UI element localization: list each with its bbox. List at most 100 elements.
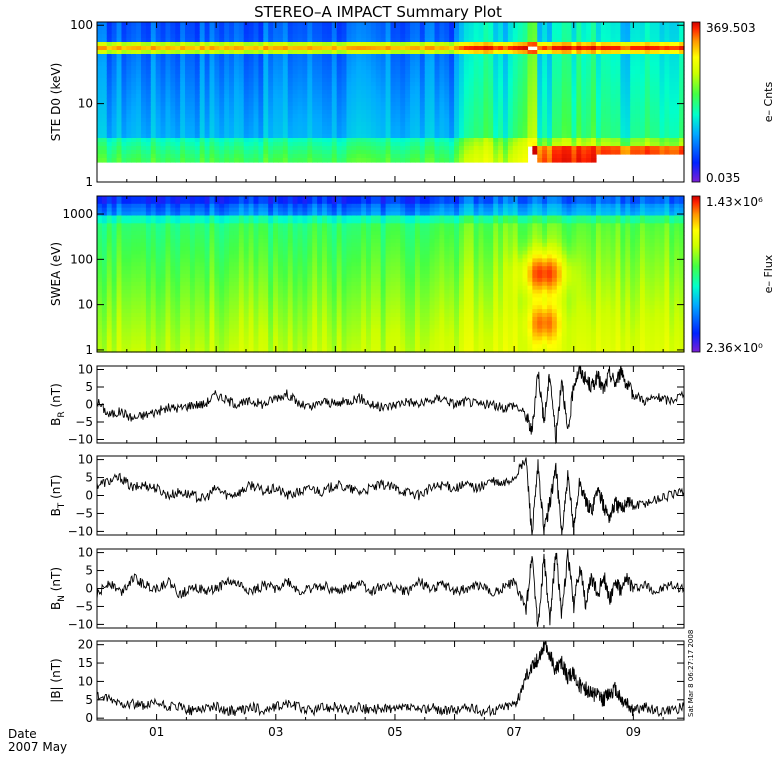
heatmap-cell: [439, 142, 445, 147]
heatmap-cell: [141, 26, 147, 31]
heatmap-cell: [507, 70, 514, 75]
heatmap-cell: [375, 126, 382, 131]
heatmap-cell: [639, 42, 646, 47]
heatmap-cell: [468, 34, 475, 39]
heatmap-cell: [400, 126, 406, 131]
heatmap-cell: [219, 30, 225, 35]
heatmap-cell: [537, 110, 543, 115]
heatmap-cell: [595, 90, 602, 95]
heatmap-cell: [116, 78, 123, 83]
heatmap-cell: [189, 211, 196, 217]
heatmap-cell: [410, 102, 416, 107]
heatmap-cell: [483, 158, 489, 163]
heatmap-cell: [170, 46, 176, 51]
heatmap-cell: [106, 336, 113, 341]
heatmap-cell: [444, 146, 450, 151]
heatmap-cell: [419, 78, 426, 83]
heatmap-cell: [268, 154, 274, 159]
heatmap-cell: [410, 62, 416, 67]
heatmap-cell: [126, 336, 132, 341]
heatmap-cell: [669, 46, 675, 51]
heatmap-cell: [414, 126, 421, 131]
heatmap-cell: [238, 22, 245, 27]
heatmap-cell: [302, 158, 308, 163]
heatmap-cell: [258, 34, 264, 39]
heatmap-cell: [649, 82, 656, 87]
heatmap-cell: [434, 114, 441, 119]
heatmap-cell: [674, 114, 680, 119]
heatmap-cell: [268, 106, 274, 111]
heatmap-cell: [664, 94, 670, 99]
heatmap-cell: [581, 118, 587, 123]
heatmap-cell: [160, 42, 167, 47]
heatmap-cell: [165, 102, 171, 107]
heatmap-cell: [615, 126, 622, 131]
heatmap-cell: [488, 146, 494, 151]
heatmap-cell: [126, 118, 132, 123]
heatmap-cell: [312, 110, 318, 115]
heatmap-cell: [478, 30, 485, 35]
heatmap-cell: [277, 118, 284, 123]
heatmap-cell: [395, 114, 401, 119]
heatmap-cell: [106, 316, 113, 322]
heatmap-cell: [97, 215, 103, 220]
heatmap-cell: [346, 158, 352, 163]
heatmap-cell: [229, 122, 235, 127]
heatmap-cell: [273, 114, 279, 119]
heatmap-cell: [414, 62, 421, 67]
heatmap-cell: [679, 54, 685, 59]
heatmap-cell: [116, 62, 123, 67]
heatmap-cell: [116, 98, 123, 103]
heatmap-cell: [282, 74, 289, 79]
heatmap-cell: [649, 126, 656, 131]
heatmap-cell: [175, 46, 181, 51]
heatmap-cell: [434, 146, 441, 151]
heatmap-cell: [233, 42, 240, 47]
heatmap-cell: [532, 138, 538, 143]
heatmap-cell: [297, 102, 304, 107]
heatmap-cell: [336, 114, 343, 119]
heatmap-cell: [238, 70, 245, 75]
heatmap-cell: [366, 134, 372, 139]
heatmap-cell: [219, 26, 225, 31]
heatmap-cell: [483, 126, 489, 131]
heatmap-cell: [136, 270, 142, 275]
heatmap-cell: [97, 196, 103, 201]
heatmap-cell: [131, 219, 137, 224]
heatmap-cell: [454, 118, 460, 123]
heatmap-cell: [571, 134, 577, 139]
heatmap-cell: [551, 130, 558, 135]
heatmap-cell: [180, 50, 186, 55]
heatmap-cell: [517, 106, 524, 111]
heatmap-cell: [307, 90, 313, 95]
heatmap-cell: [302, 134, 308, 139]
heatmap-cell: [155, 203, 162, 209]
heatmap-cell: [145, 34, 152, 39]
heatmap-cell: [111, 118, 118, 123]
heatmap-cell: [639, 150, 646, 155]
heatmap-cell: [126, 34, 132, 39]
heatmap-cell: [595, 114, 602, 119]
heatmap-cell: [131, 274, 137, 279]
heatmap-cell: [160, 106, 167, 111]
heatmap-cell: [561, 74, 568, 79]
heatmap-cell: [126, 114, 132, 119]
heatmap-cell: [175, 207, 181, 213]
heatmap-cell: [439, 42, 445, 47]
heatmap-cell: [312, 46, 318, 51]
heatmap-cell: [595, 54, 602, 59]
heatmap-cell: [571, 42, 577, 47]
heatmap-cell: [454, 42, 460, 47]
heatmap-cell: [366, 122, 372, 127]
heatmap-cell: [233, 90, 240, 95]
heatmap-cell: [297, 82, 304, 87]
heatmap-cell: [341, 70, 348, 75]
heatmap-cell: [478, 154, 485, 159]
heatmap-cell: [268, 122, 274, 127]
heatmap-cell: [551, 50, 558, 55]
heatmap-cell: [434, 118, 441, 123]
heatmap-cell: [194, 146, 201, 151]
heatmap-cell: [488, 150, 494, 155]
heatmap-cell: [679, 34, 685, 39]
heatmap-cell: [243, 154, 250, 159]
